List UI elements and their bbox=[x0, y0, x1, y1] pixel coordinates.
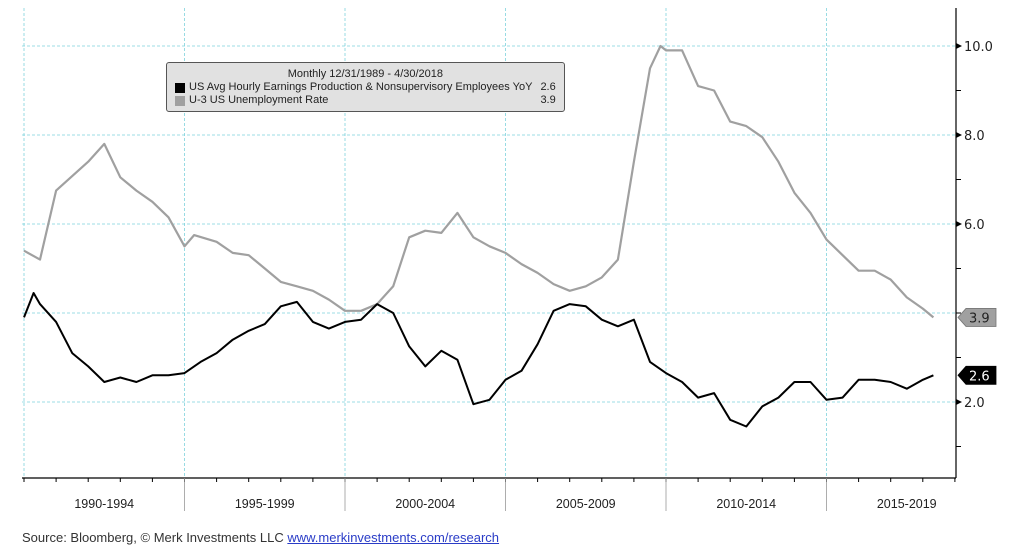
axes: 10.0 8.0 6.0 2.0 1990-1994 1995-1999 2000-2004… bbox=[22, 8, 993, 511]
last-value-tag bbox=[957, 308, 997, 327]
x-category-label: 1990-1994 bbox=[74, 497, 134, 511]
y-tick-label: 2.0 bbox=[964, 396, 985, 411]
last-value-label: 2.6 bbox=[969, 369, 990, 384]
x-category-label: 2005-2009 bbox=[556, 497, 616, 511]
legend-value: 2.6 bbox=[540, 81, 556, 93]
unemployment-rate-line bbox=[23, 44, 935, 319]
x-category-label: 2010-2014 bbox=[716, 497, 776, 511]
legend: Monthly 12/31/1989 - 4/30/2018 US Avg Ho… bbox=[166, 62, 565, 112]
x-category-label: 1995-1999 bbox=[235, 497, 295, 511]
y-tick-label: 6.0 bbox=[964, 218, 985, 233]
legend-item-earnings: US Avg Hourly Earnings Production & Nons… bbox=[175, 81, 556, 94]
legend-label: U-3 US Unemployment Rate bbox=[189, 94, 329, 106]
x-category-label: 2015-2019 bbox=[877, 497, 937, 511]
y-tick-label: 10.0 bbox=[964, 40, 993, 55]
source-text: Source: Bloomberg, © Merk Investments LL… bbox=[22, 530, 288, 545]
earnings-yoy-line bbox=[23, 292, 934, 428]
gridlines bbox=[22, 8, 956, 478]
last-value-tags: 3.9 2.6 bbox=[957, 308, 997, 385]
y-tick-marker bbox=[956, 43, 962, 49]
legend-label: US Avg Hourly Earnings Production & Nons… bbox=[189, 81, 533, 93]
x-category-label: 2000-2004 bbox=[395, 497, 455, 511]
last-value-tag bbox=[957, 365, 997, 385]
y-tick-marker bbox=[956, 132, 962, 138]
series-lines bbox=[23, 44, 935, 428]
y-tick-label: 8.0 bbox=[964, 129, 985, 144]
last-value-label: 3.9 bbox=[969, 311, 990, 326]
legend-title: Monthly 12/31/1989 - 4/30/2018 bbox=[287, 68, 444, 80]
y-tick-marker bbox=[956, 399, 962, 405]
legend-item-unemployment: U-3 US Unemployment Rate 3.9 bbox=[175, 94, 556, 107]
source-link[interactable]: www.merkinvestments.com/research bbox=[287, 530, 500, 545]
legend-swatch-black bbox=[175, 82, 185, 93]
legend-swatch-gray bbox=[175, 95, 185, 106]
legend-value: 3.9 bbox=[540, 94, 556, 106]
source-note: Source: Bloomberg, © Merk Investments LL… bbox=[22, 530, 499, 545]
y-tick-marker bbox=[956, 221, 962, 227]
